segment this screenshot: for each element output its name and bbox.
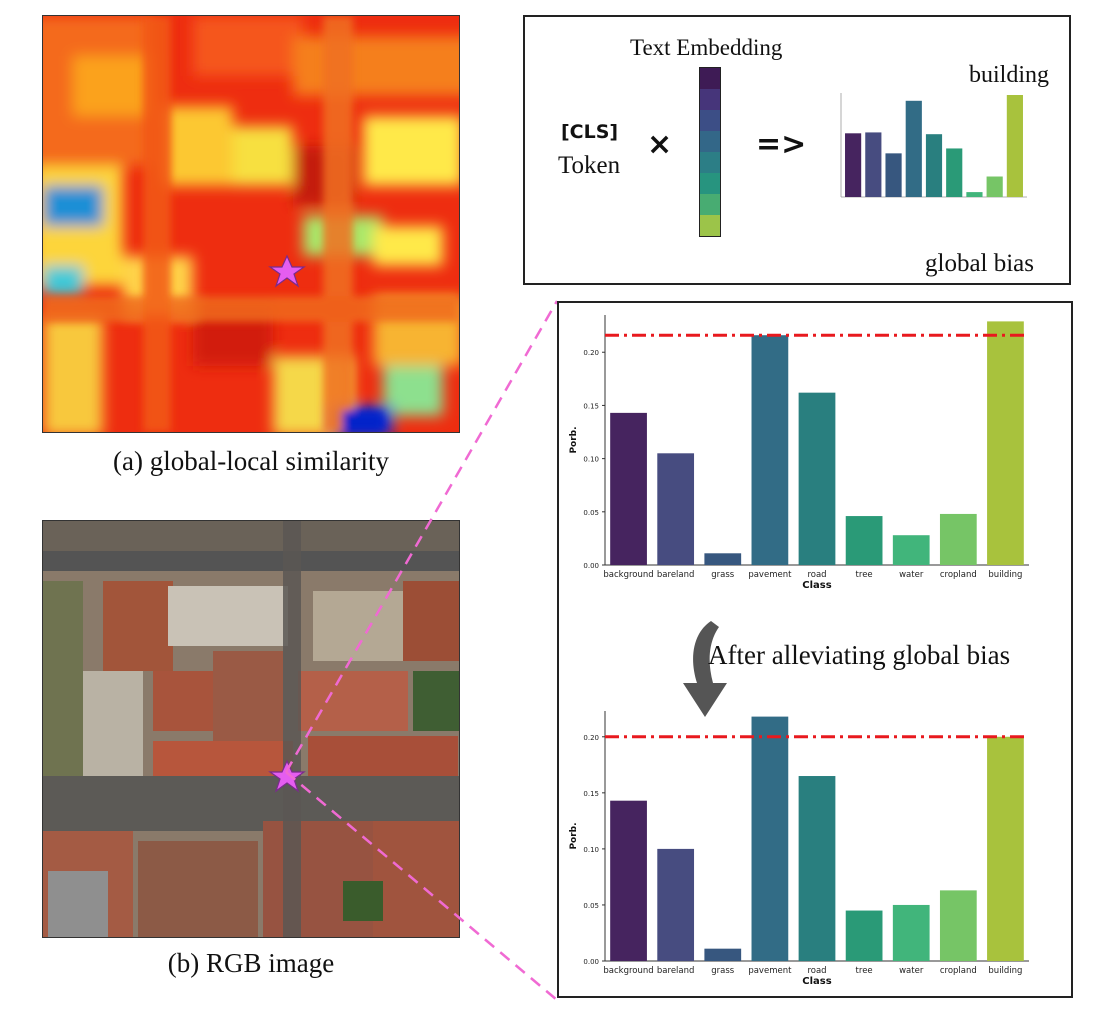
x-axis-label: Class bbox=[802, 580, 831, 591]
y-tick-label: 0.00 bbox=[583, 958, 599, 966]
building-label: building bbox=[969, 62, 1050, 88]
y-tick-label: 0.20 bbox=[583, 734, 599, 742]
x-tick-label: background bbox=[603, 570, 653, 580]
x-tick-label: building bbox=[988, 966, 1022, 976]
chart-after: 0.00 0.05 0.10 0.15 0.20 background bareland gr… bbox=[569, 711, 1029, 987]
x-tick-label: bareland bbox=[657, 966, 695, 976]
bar-cropland bbox=[939, 513, 977, 565]
bar-bareland bbox=[657, 453, 695, 565]
x-tick-label: water bbox=[899, 570, 924, 580]
charts-box: 0.00 0.05 0.10 0.15 0.20 background bareland gr… bbox=[557, 301, 1073, 998]
bar-grass bbox=[704, 553, 742, 565]
heatmap-graphic bbox=[43, 16, 459, 432]
y-axis-label: Porb. bbox=[569, 426, 579, 453]
after-alleviating-label: After alleviating global bias bbox=[708, 640, 1011, 670]
star-marker-icon-rgb bbox=[268, 759, 306, 793]
x-tick-label: road bbox=[807, 966, 826, 976]
y-tick-label: 0.00 bbox=[583, 562, 599, 570]
bar-cropland bbox=[939, 890, 977, 961]
caption-similarity: (a) global-local similarity bbox=[113, 446, 389, 476]
bar-tree bbox=[845, 910, 883, 961]
bar-tree bbox=[845, 516, 883, 565]
bar-road bbox=[798, 392, 836, 565]
bar-water bbox=[892, 904, 930, 961]
chart-before: 0.00 0.05 0.10 0.15 0.20 background bareland gr… bbox=[569, 315, 1029, 591]
y-tick-label: 0.05 bbox=[583, 509, 599, 517]
mini-bar bbox=[946, 148, 963, 197]
global-bias-label: global bias bbox=[925, 250, 1035, 277]
cls-label: [CLS] bbox=[561, 121, 619, 143]
bar-water bbox=[892, 535, 930, 565]
bar-grass bbox=[704, 948, 742, 961]
caption-rgb: (b) RGB image bbox=[167, 948, 335, 978]
bar-building bbox=[987, 736, 1024, 961]
global-bias-box: Text Embedding [CLS] Token × => building… bbox=[523, 15, 1071, 285]
connector-line-bottom bbox=[285, 771, 558, 1001]
mini-bar-chart bbox=[840, 93, 1027, 198]
bar-pavement bbox=[751, 716, 789, 961]
mini-bar bbox=[986, 176, 1003, 197]
y-tick-label: 0.15 bbox=[583, 402, 599, 410]
bar-background bbox=[610, 412, 647, 565]
mini-bar bbox=[865, 132, 882, 197]
y-tick-label: 0.05 bbox=[583, 902, 599, 910]
x-tick-label: cropland bbox=[940, 966, 977, 976]
bar-bareland bbox=[657, 848, 695, 961]
bar-road bbox=[798, 776, 836, 961]
text-embedding-label: Text Embedding bbox=[630, 35, 783, 60]
y-tick-label: 0.15 bbox=[583, 790, 599, 798]
down-arrow-icon bbox=[671, 613, 741, 723]
star-marker-icon bbox=[268, 254, 306, 288]
x-tick-label: building bbox=[988, 570, 1022, 580]
y-tick-label: 0.10 bbox=[583, 456, 599, 464]
similarity-heatmap bbox=[42, 15, 460, 433]
x-tick-label: tree bbox=[856, 570, 873, 580]
x-tick-label: background bbox=[603, 966, 653, 976]
x-tick-label: water bbox=[899, 966, 924, 976]
mini-bar bbox=[925, 134, 943, 197]
embedding-vector bbox=[699, 67, 721, 237]
y-tick-label: 0.20 bbox=[583, 349, 599, 357]
arrow-symbol: => bbox=[756, 127, 807, 162]
x-axis-label: Class bbox=[802, 976, 831, 987]
y-tick-label: 0.10 bbox=[583, 846, 599, 854]
y-axis-label: Porb. bbox=[569, 822, 579, 849]
connector-line-top bbox=[284, 300, 559, 773]
mini-bar bbox=[845, 133, 862, 197]
x-tick-label: grass bbox=[711, 570, 735, 580]
x-tick-label: pavement bbox=[748, 966, 792, 976]
times-symbol: × bbox=[647, 127, 673, 162]
x-tick-label: bareland bbox=[657, 570, 695, 580]
mini-bar bbox=[1006, 95, 1023, 197]
bar-background bbox=[610, 800, 647, 961]
x-tick-label: pavement bbox=[748, 570, 792, 580]
mini-bar bbox=[905, 100, 922, 197]
x-tick-label: tree bbox=[856, 966, 873, 976]
bar-pavement bbox=[751, 335, 789, 565]
x-tick-label: cropland bbox=[940, 570, 977, 580]
bar-building bbox=[987, 321, 1024, 565]
token-label: Token bbox=[558, 152, 621, 179]
mini-bar bbox=[885, 153, 902, 197]
mini-bar bbox=[966, 192, 983, 197]
x-tick-label: road bbox=[807, 570, 826, 580]
x-tick-label: grass bbox=[711, 966, 735, 976]
